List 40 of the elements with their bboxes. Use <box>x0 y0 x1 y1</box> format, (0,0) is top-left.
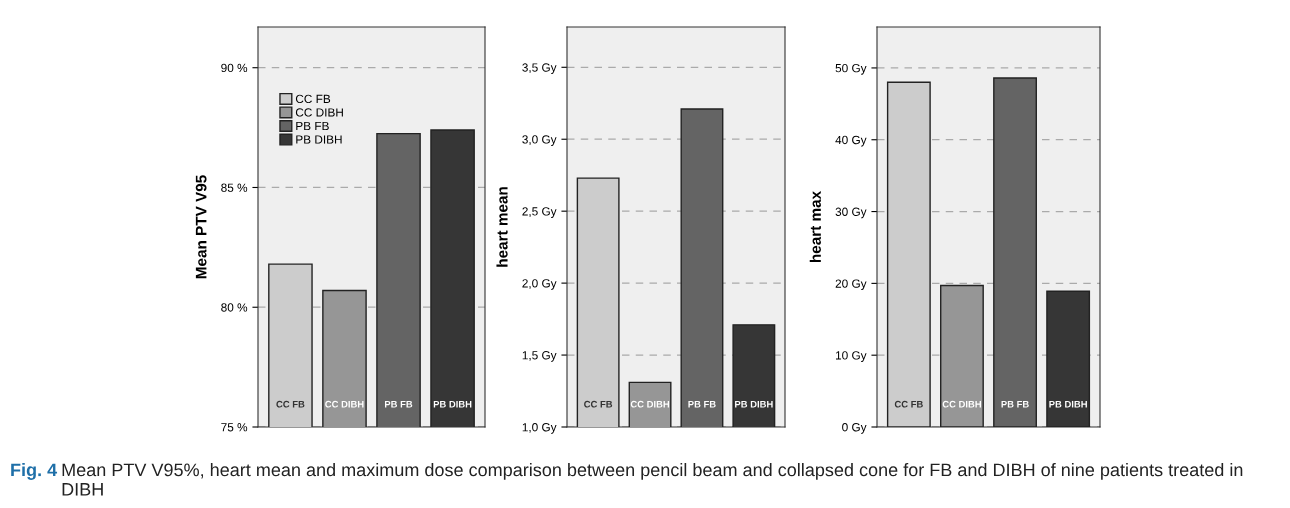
y-tick-label: 85 % <box>221 183 248 192</box>
category-label: PB DIBH <box>433 400 472 408</box>
y-tick-label: 1,0 Gy <box>522 423 557 434</box>
y-tick-label: 90 % <box>221 63 248 73</box>
category-label: CC FB <box>894 400 923 408</box>
category-label: PB DIBH <box>735 400 773 408</box>
legend-label: PB FB <box>296 121 329 131</box>
text: Mean PTV V95%, heart mean and maximum dose comparison between pencil beam and collapsed cone for FB and DIBH of nine patients treated in DIBH <box>62 463 1243 496</box>
category-label: CC DIBH <box>942 400 981 408</box>
y-tick-label: 75 % <box>221 423 248 432</box>
y-tick-label: 20 Gy <box>835 279 867 291</box>
category-label: CC DIBH <box>630 400 670 408</box>
category-label: PB FB <box>384 400 413 408</box>
y-tick-label: 30 Gy <box>835 207 867 219</box>
category-label: CC FB <box>584 400 613 408</box>
y-tick-label: 3,5 Gy <box>522 63 557 75</box>
legend-label: CC DIBH <box>295 108 343 117</box>
category-label: PB DIBH <box>1049 400 1087 408</box>
y-tick-label: 10 Gy <box>835 351 867 362</box>
y-tick-label: 40 Gy <box>835 135 867 147</box>
legend-label: CC FB <box>295 94 331 104</box>
y-tick-label: 80 % <box>221 303 248 312</box>
y-tick-label: 2,5 Gy <box>522 207 557 218</box>
y-tick-label: 0 Gy <box>842 423 867 434</box>
bar <box>993 77 1037 427</box>
category-label: PB FB <box>1001 400 1029 408</box>
category-label: CC DIBH <box>325 400 364 408</box>
y-tick-label: 1,5 Gy <box>522 351 557 362</box>
category-label: PB FB <box>688 400 716 408</box>
y-tick-label: 50 Gy <box>835 63 867 75</box>
bar <box>940 284 984 427</box>
caption: Fig. 4 <box>11 463 58 480</box>
y-axis-title: heart mean <box>496 187 508 267</box>
y-axis-title: heart max <box>809 191 821 263</box>
legend-label: PB DIBH <box>296 135 342 144</box>
y-tick-label: 3,0 Gy <box>522 135 557 146</box>
category-label: CC FB <box>276 400 305 408</box>
y-tick-label: 2,0 Gy <box>522 279 557 290</box>
bar <box>886 81 931 427</box>
y-axis-title: Mean PTV V95 <box>195 175 207 279</box>
